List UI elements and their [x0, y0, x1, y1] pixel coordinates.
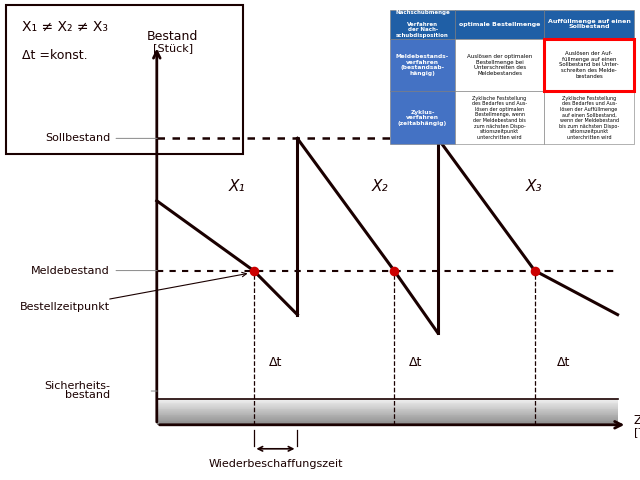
Bar [157, 414, 618, 415]
Text: Zyklus-
verfahren
(zeitabhängig): Zyklus- verfahren (zeitabhängig) [398, 109, 447, 126]
Text: Nachschubmenge

Verfahren
der Nach-
schubdisposition: Nachschubmenge Verfahren der Nach- schub… [396, 11, 450, 38]
Bar [157, 419, 618, 420]
Text: X₂: X₂ [372, 179, 388, 193]
Bar [157, 405, 618, 406]
Text: Wiederbeschaffungszeit: Wiederbeschaffungszeit [208, 459, 342, 469]
Text: Auslösen der optimalen
Bestellmenge bei
Unterschreiten des
Meldebestandes: Auslösen der optimalen Bestellmenge bei … [467, 54, 532, 76]
Text: Zeit: Zeit [634, 413, 640, 427]
Bar [157, 401, 618, 402]
Bar [390, 10, 455, 38]
Text: bestand: bestand [65, 390, 110, 400]
Bar [157, 418, 618, 419]
Text: Meldebestands-
verfahren
(bestandsab-
hängig): Meldebestands- verfahren (bestandsab- hä… [396, 54, 449, 76]
Bar [157, 406, 618, 407]
Bar [157, 408, 618, 409]
Text: Meldebestand: Meldebestand [31, 265, 110, 276]
Bar [157, 416, 618, 417]
Bar [157, 409, 618, 410]
Bar [157, 403, 618, 404]
Text: X₁ ≠ X₂ ≠ X₃: X₁ ≠ X₂ ≠ X₃ [22, 19, 108, 34]
Text: Zyklische Feststellung
des Bedarfes und Aus-
lösen der Auffüllmenge
auf einen So: Zyklische Feststellung des Bedarfes und … [559, 96, 620, 140]
Bar [455, 38, 545, 91]
Text: Bestellzeitpunkt: Bestellzeitpunkt [20, 272, 246, 312]
Bar [545, 38, 634, 91]
Point [529, 267, 540, 275]
Text: Auslösen der Auf-
füllmenge auf einen
Sollbestand bei Unter-
schreiten des Melde: Auslösen der Auf- füllmenge auf einen So… [559, 51, 619, 79]
Point [389, 267, 399, 275]
Text: Sollbestand: Sollbestand [45, 133, 110, 144]
Text: X₃: X₃ [526, 179, 543, 193]
Point [248, 267, 259, 275]
Text: Δt: Δt [269, 356, 282, 369]
Text: Bestand: Bestand [147, 29, 198, 43]
Text: X₁: X₁ [228, 179, 245, 193]
Bar [390, 91, 455, 144]
Bar [157, 411, 618, 412]
Bar [157, 404, 618, 405]
Bar [157, 402, 618, 403]
Bar [6, 5, 243, 154]
Bar [157, 407, 618, 408]
Bar [157, 413, 618, 414]
Bar [545, 10, 634, 38]
Text: Zyklische Feststellung
des Bedarfes und Aus-
lösen der optimalen
Bestellmenge, w: Zyklische Feststellung des Bedarfes und … [472, 96, 527, 140]
Text: [Tage]: [Tage] [634, 429, 640, 438]
Bar [157, 399, 618, 400]
Bar [157, 417, 618, 418]
Bar [157, 400, 618, 401]
Text: Sicherheits-: Sicherheits- [44, 381, 110, 391]
Text: Δt: Δt [557, 356, 570, 369]
Bar [157, 420, 618, 421]
Text: [Stück]: [Stück] [153, 43, 193, 53]
Bar [455, 91, 545, 144]
Text: Δt =konst.: Δt =konst. [22, 48, 88, 62]
Bar [157, 424, 618, 425]
Bar [157, 423, 618, 424]
Bar [545, 38, 634, 91]
Text: Auffüllmenge auf einen
Sollbestand: Auffüllmenge auf einen Sollbestand [548, 19, 630, 29]
Bar [390, 38, 455, 91]
Bar [157, 421, 618, 422]
Text: optimale Bestellmenge: optimale Bestellmenge [459, 22, 540, 27]
Bar [157, 412, 618, 413]
Bar [455, 10, 545, 38]
Text: Δt: Δt [410, 356, 422, 369]
Bar [157, 415, 618, 416]
Bar [157, 410, 618, 411]
Bar [545, 91, 634, 144]
Bar [157, 422, 618, 423]
